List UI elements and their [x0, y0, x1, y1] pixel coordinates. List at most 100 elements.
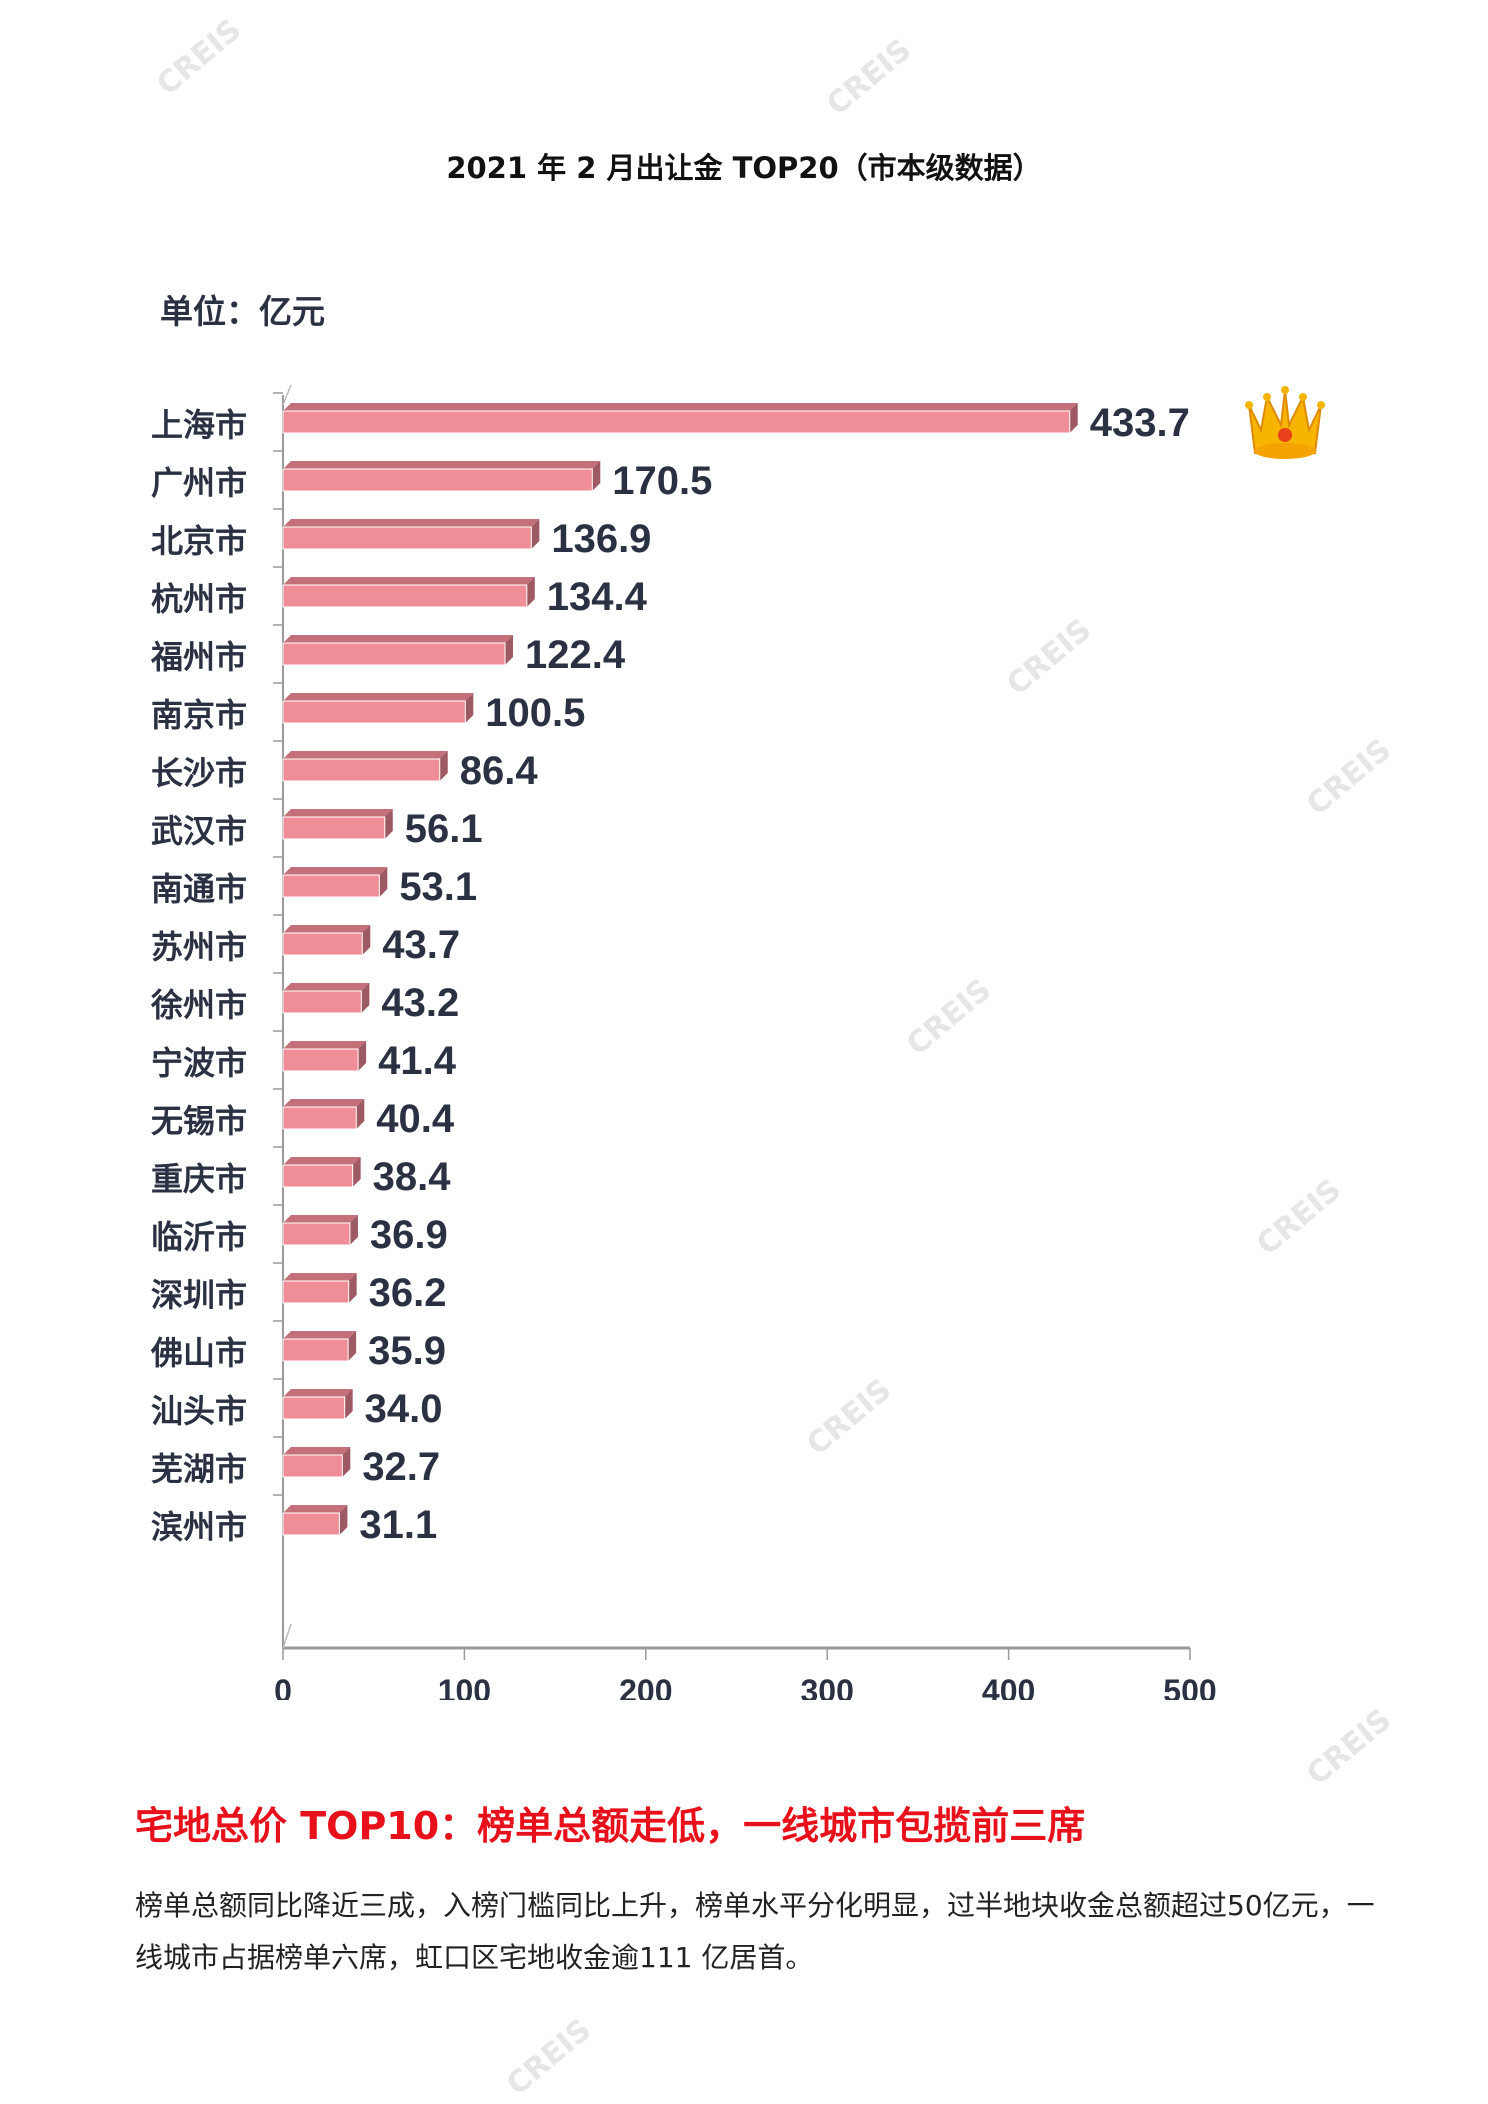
bar-top [283, 751, 448, 759]
category-label: 广州市 [151, 464, 247, 502]
bar-top [283, 1157, 361, 1165]
value-label: 34.0 [365, 1387, 443, 1431]
value-label: 32.7 [362, 1445, 440, 1489]
value-label: 100.5 [485, 691, 585, 735]
value-label: 170.5 [612, 459, 712, 503]
value-label: 53.1 [399, 865, 477, 909]
watermark: CREIS [500, 2012, 599, 2103]
watermark: CREIS [1300, 1702, 1399, 1793]
chart-title: 2021 年 2 月出让金 TOP20（市本级数据） [446, 151, 1042, 185]
value-label: 43.7 [382, 923, 460, 967]
value-label: 38.4 [373, 1155, 452, 1199]
bar [282, 874, 380, 898]
depth-line [282, 1623, 292, 1649]
bar [282, 1454, 343, 1478]
category-label: 宁波市 [151, 1044, 247, 1082]
bar-top [283, 1041, 367, 1049]
x-tick-label: 100 [438, 1673, 491, 1700]
bar-side [358, 1041, 367, 1071]
value-label: 36.2 [369, 1271, 447, 1315]
bar [282, 410, 1071, 434]
bar-top [283, 1099, 365, 1107]
category-label: 佛山市 [150, 1334, 247, 1372]
bar-top [283, 1215, 358, 1223]
bar [282, 1396, 346, 1420]
bar-top [283, 867, 388, 875]
bar-top [283, 577, 535, 585]
category-label: 南京市 [151, 696, 247, 734]
category-label: 武汉市 [151, 812, 247, 850]
unit-label: 单位：亿元 [160, 292, 325, 331]
crown-icon [1245, 386, 1325, 459]
category-label: 汕头市 [151, 1392, 247, 1430]
bar-side [348, 1273, 357, 1303]
value-label: 122.4 [525, 633, 626, 677]
category-label: 上海市 [151, 406, 247, 444]
x-tick-label: 0 [274, 1673, 292, 1700]
section-paragraph: 榜单总额同比降近三成，入榜门槛同比上升，榜单水平分化明显，过半地块收金总额超过5… [135, 1889, 1375, 1974]
bar-side [349, 1215, 358, 1245]
category-label: 芜湖市 [151, 1450, 247, 1488]
depth-line [282, 384, 292, 406]
bar-side [344, 1389, 353, 1419]
value-label: 35.9 [368, 1329, 446, 1373]
bar-side [1069, 403, 1078, 433]
bar-top [283, 809, 393, 817]
section-heading: 宅地总价 TOP10：榜单总额走低，一线城市包揽前三席 [135, 1804, 1086, 1848]
x-tick-label: 400 [982, 1673, 1035, 1700]
value-label: 433.7 [1090, 401, 1190, 445]
category-label: 滨州市 [151, 1508, 247, 1546]
bar [282, 932, 363, 956]
bar-top [283, 1505, 348, 1513]
bar-side [592, 461, 601, 491]
category-label: 长沙市 [151, 754, 247, 792]
x-tick-label: 300 [801, 1673, 854, 1700]
x-tick-label: 500 [1163, 1673, 1216, 1700]
bar [282, 1048, 359, 1072]
bar-side [439, 751, 448, 781]
bar [282, 700, 466, 724]
category-label: 福州市 [150, 638, 247, 676]
bar-top [283, 635, 514, 643]
category-label: 北京市 [151, 522, 247, 560]
bar [282, 816, 386, 840]
category-label: 杭州市 [151, 580, 247, 618]
bar [282, 468, 593, 492]
value-label: 36.9 [370, 1213, 448, 1257]
category-label: 深圳市 [151, 1276, 247, 1314]
bar [282, 1164, 354, 1188]
x-tick-label: 200 [619, 1673, 672, 1700]
bar-top [283, 1389, 353, 1397]
bar [282, 758, 441, 782]
bar [282, 990, 362, 1014]
bar-side [352, 1157, 361, 1187]
bar-top [283, 693, 474, 701]
bar [282, 642, 506, 666]
category-label: 临沂市 [151, 1218, 247, 1256]
bar-top [283, 1447, 351, 1455]
bar-side [526, 577, 535, 607]
bar-top [283, 1273, 357, 1281]
category-label: 重庆市 [151, 1160, 247, 1198]
value-label: 43.2 [381, 981, 459, 1025]
value-label: 31.1 [359, 1503, 437, 1547]
bar-side [342, 1447, 351, 1477]
category-label: 徐州市 [150, 986, 247, 1024]
bar-top [283, 925, 371, 933]
bar-side [361, 983, 370, 1013]
bar-side [348, 1331, 357, 1361]
bar-side [465, 693, 474, 723]
bar-top [283, 519, 540, 527]
bar [282, 1222, 351, 1246]
category-label: 苏州市 [151, 928, 247, 966]
value-label: 41.4 [378, 1039, 457, 1083]
category-label: 南通市 [151, 870, 247, 908]
bar [282, 584, 528, 608]
value-label: 134.4 [547, 575, 648, 619]
value-label: 56.1 [405, 807, 483, 851]
bar [282, 1338, 349, 1362]
bar [282, 1512, 340, 1536]
bar-chart: 0 100 200 300 400 500 上海市 433.7 广州市 170.5 北京市 136.9… [150, 384, 1325, 1700]
bar-side [505, 635, 514, 665]
bar [282, 1106, 357, 1130]
